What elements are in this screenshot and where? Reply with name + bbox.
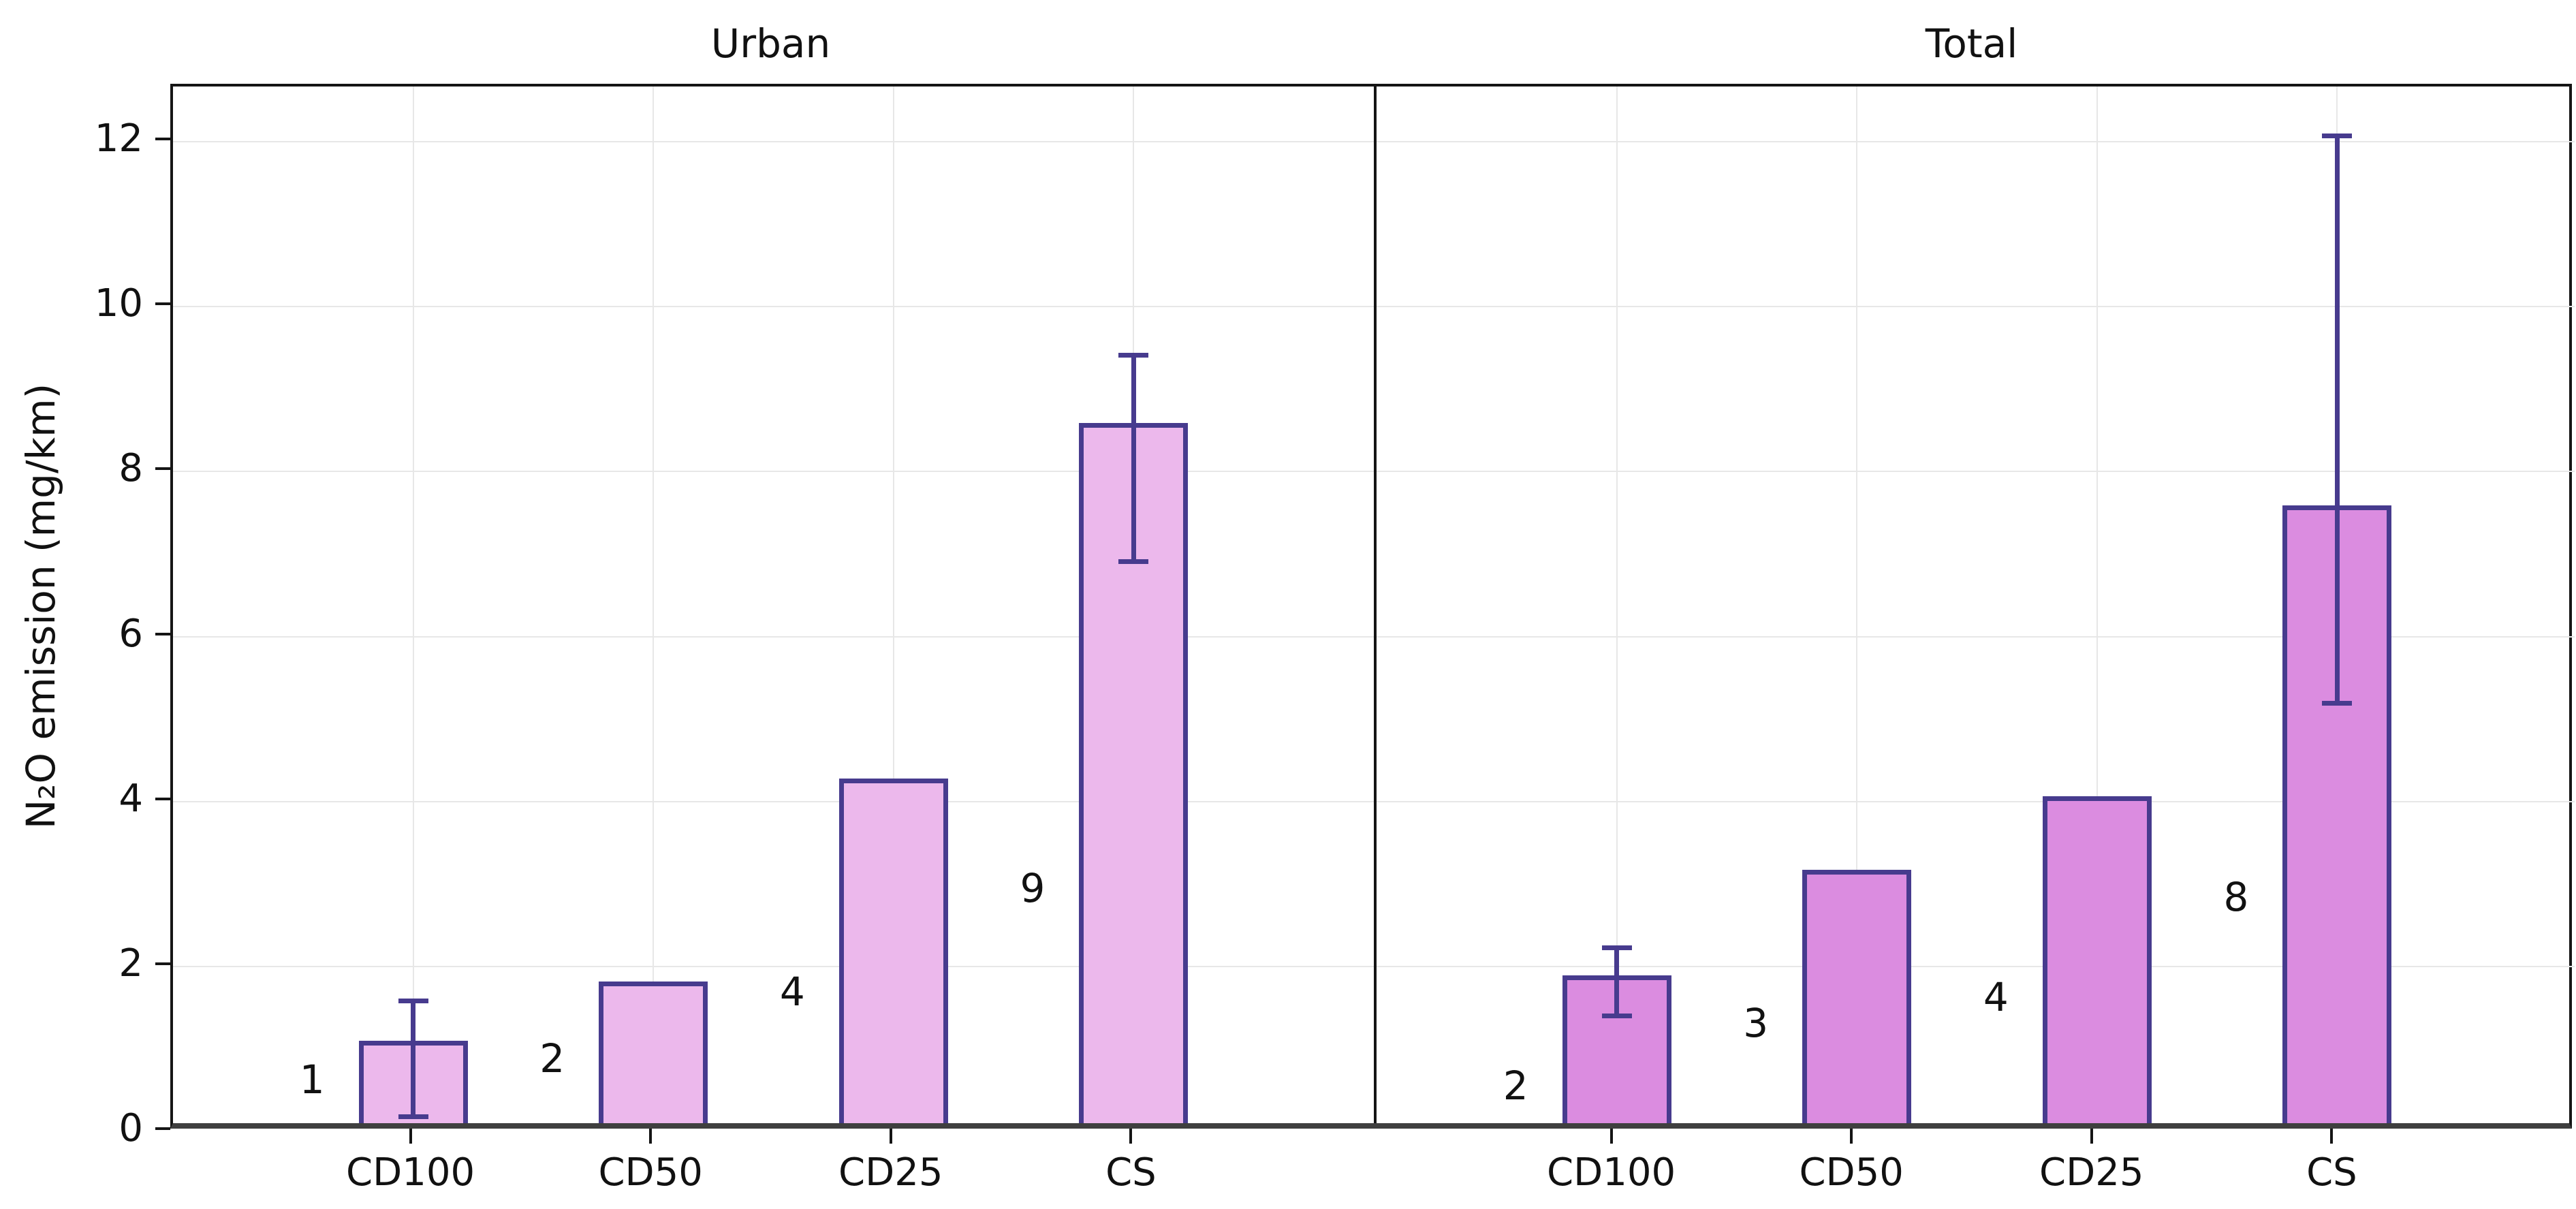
y-tick-mark <box>155 467 170 471</box>
gridline-h <box>1377 800 2575 802</box>
gridline-h <box>1377 965 2575 967</box>
error-bar-line <box>1131 355 1136 562</box>
count-label: 4 <box>1983 973 2009 1020</box>
y-tick-label: 4 <box>119 776 143 821</box>
x-tick-mark <box>409 1129 412 1144</box>
y-tick-label: 2 <box>119 941 143 986</box>
gridline-h <box>1377 141 2575 143</box>
gridline-h <box>173 141 1374 143</box>
error-bar-cap-bottom <box>398 1114 428 1119</box>
gridline-h <box>173 965 1374 967</box>
panel-total: 2 3 4 8 <box>1374 87 2575 1123</box>
count-label: 2 <box>1503 1063 1528 1110</box>
error-bar-line <box>411 1001 416 1117</box>
gridline-v <box>653 87 655 1123</box>
y-tick-mark <box>155 302 170 306</box>
x-tick-mark <box>649 1129 653 1144</box>
bar-cd50 <box>599 981 708 1123</box>
x-tick-mark <box>2330 1129 2334 1144</box>
x-tick-mark <box>1850 1129 1853 1144</box>
x-tick-label: CD100 <box>1547 1150 1676 1195</box>
error-bar-cap-bottom <box>2322 701 2353 706</box>
gridline-h <box>1377 635 2575 638</box>
y-tick-mark <box>155 138 170 141</box>
bar-cd25 <box>838 778 948 1123</box>
x-tick-mark <box>1129 1129 1133 1144</box>
x-tick-label: CD100 <box>346 1150 475 1195</box>
y-tick-label: 8 <box>119 446 143 491</box>
gridline-v <box>1856 87 1858 1123</box>
x-tick-label: CD50 <box>598 1150 703 1195</box>
y-tick-mark <box>155 962 170 965</box>
error-bar-cap-bottom <box>1118 559 1149 564</box>
panel-urban: 1 2 4 9 <box>173 87 1374 1123</box>
count-label: 2 <box>539 1035 565 1082</box>
error-bar-cap-top <box>1118 353 1149 358</box>
count-label: 1 <box>299 1056 325 1103</box>
error-bar-cap-bottom <box>1601 1013 1632 1018</box>
error-bar-line <box>2334 136 2340 704</box>
count-label: 8 <box>2223 874 2249 921</box>
x-tick-label: CD25 <box>2039 1150 2144 1195</box>
y-tick-label: 0 <box>119 1106 143 1150</box>
error-bar-cap-top <box>2322 134 2353 139</box>
x-tick-label: CD50 <box>1799 1150 1904 1195</box>
y-tick-label: 12 <box>94 116 143 161</box>
x-tick-label: CD25 <box>838 1150 943 1195</box>
gridline-h <box>173 471 1374 473</box>
y-tick-mark <box>155 1127 170 1130</box>
panel-title-total: Total <box>1925 20 2018 67</box>
gridline-v <box>892 87 894 1123</box>
gridline-v <box>1616 87 1618 1123</box>
error-bar-cap-top <box>398 999 428 1004</box>
gridline-h <box>173 800 1374 802</box>
error-bar-line <box>1614 947 1620 1016</box>
count-label: 3 <box>1743 1000 1769 1047</box>
x-tick-mark <box>889 1129 892 1144</box>
gridline-h <box>1377 471 2575 473</box>
x-tick-mark <box>1609 1129 1613 1144</box>
gridline-v <box>412 87 414 1123</box>
plot-area: 1 2 4 9 2 3 4 8 <box>170 84 2575 1129</box>
y-tick-mark <box>155 632 170 635</box>
gridline-h <box>173 306 1374 308</box>
x-tick-mark <box>2090 1129 2093 1144</box>
gridline-h <box>173 635 1374 638</box>
panel-title-urban: Urban <box>710 20 831 67</box>
x-tick-label: CS <box>2306 1150 2357 1195</box>
y-tick-label: 6 <box>119 611 143 656</box>
error-bar-cap-top <box>1601 945 1632 950</box>
y-tick-mark <box>155 797 170 800</box>
bar-cd25 <box>2042 796 2152 1123</box>
bar-cd50 <box>1802 870 1912 1123</box>
count-label: 4 <box>779 969 805 1016</box>
x-tick-label: CS <box>1105 1150 1157 1195</box>
gridline-h <box>1377 306 2575 308</box>
gridline-v <box>2096 87 2098 1123</box>
y-tick-label: 10 <box>94 281 143 326</box>
count-label: 9 <box>1020 864 1046 911</box>
